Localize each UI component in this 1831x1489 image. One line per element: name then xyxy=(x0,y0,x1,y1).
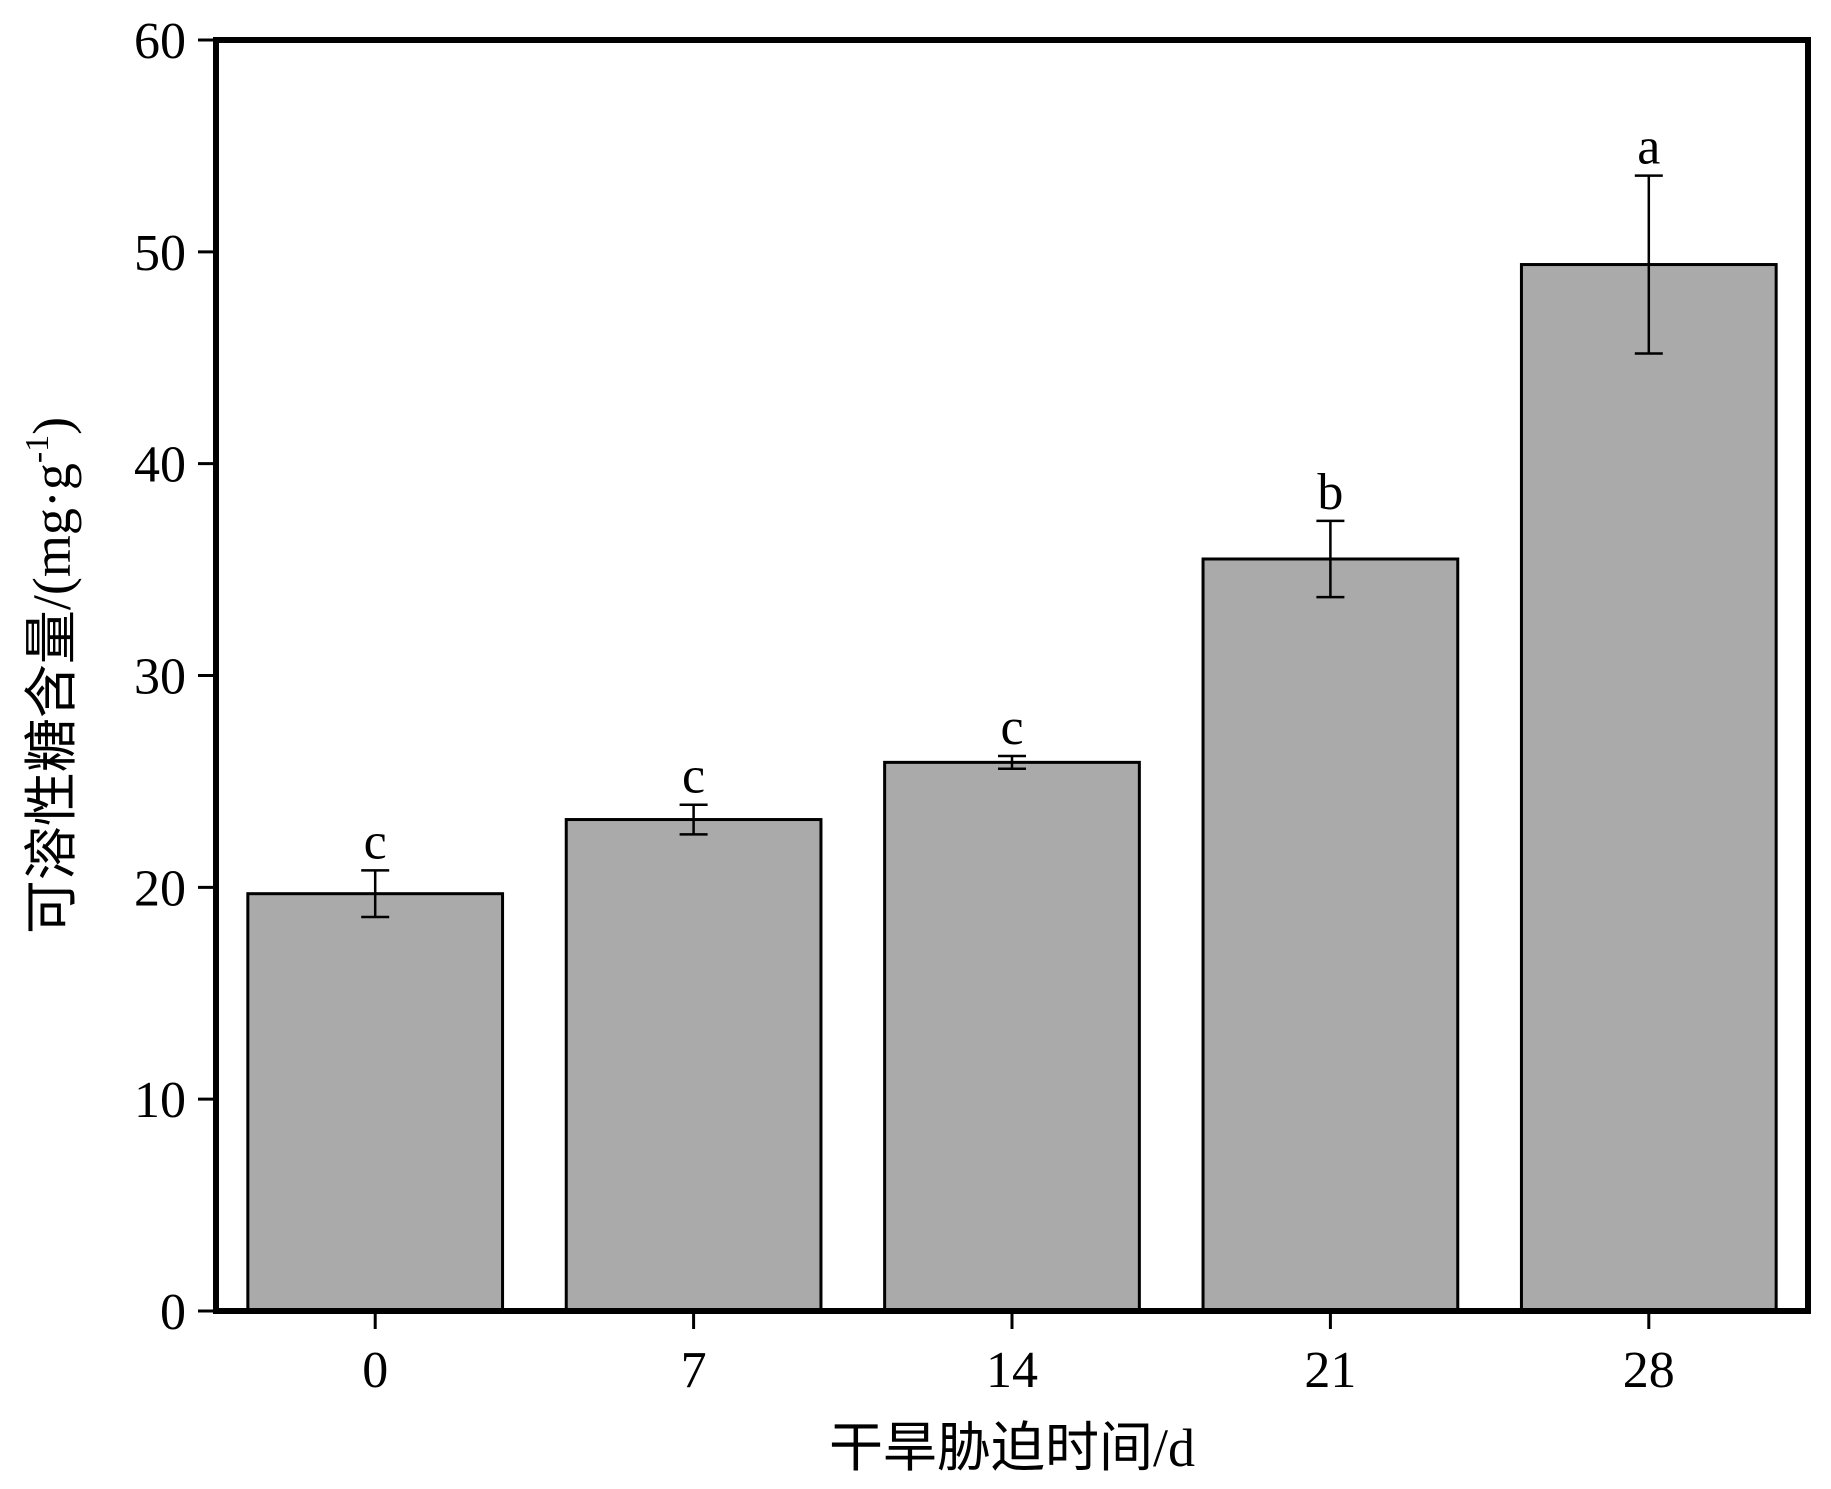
y-axis-label-close: ) xyxy=(22,417,82,435)
y-axis-label-superscript: -1 xyxy=(19,435,56,463)
bar xyxy=(1519,263,1778,1313)
bars-layer xyxy=(246,263,1778,1313)
bar xyxy=(883,760,1141,1313)
y-tick-label: 60 xyxy=(134,13,186,70)
y-axis-ticks: 0 10 20 30 40 50 60 xyxy=(134,13,216,1341)
significance-label: a xyxy=(1637,119,1660,176)
x-axis-ticks: 0 7 14 21 28 xyxy=(362,1311,1675,1399)
significance-labels-layer: c c c b a xyxy=(364,119,1661,871)
bar xyxy=(1201,557,1460,1313)
bar xyxy=(564,818,823,1313)
significance-label: c xyxy=(1000,699,1023,756)
y-axis-label-main: 可溶性糖含量/(mg·g xyxy=(22,463,82,934)
x-tick-label: 28 xyxy=(1623,1342,1675,1399)
significance-label: b xyxy=(1317,464,1343,521)
y-tick-label: 30 xyxy=(134,649,186,706)
significance-label: c xyxy=(682,748,705,805)
error-bars-layer xyxy=(361,174,1663,919)
x-tick-label: 14 xyxy=(986,1342,1038,1399)
x-axis-label: 干旱胁迫时间/d xyxy=(829,1418,1195,1478)
x-tick-label: 21 xyxy=(1304,1342,1356,1399)
y-tick-label: 40 xyxy=(134,437,186,494)
y-tick-label: 0 xyxy=(160,1284,186,1341)
significance-label: c xyxy=(364,813,387,870)
x-tick-label: 7 xyxy=(681,1342,707,1399)
bar xyxy=(246,892,505,1313)
y-tick-label: 20 xyxy=(134,860,186,917)
y-tick-label: 50 xyxy=(134,225,186,282)
y-axis-label: 可溶性糖含量/(mg·g-1) xyxy=(19,417,82,934)
y-tick-label: 10 xyxy=(134,1072,186,1129)
x-tick-label: 0 xyxy=(362,1342,388,1399)
